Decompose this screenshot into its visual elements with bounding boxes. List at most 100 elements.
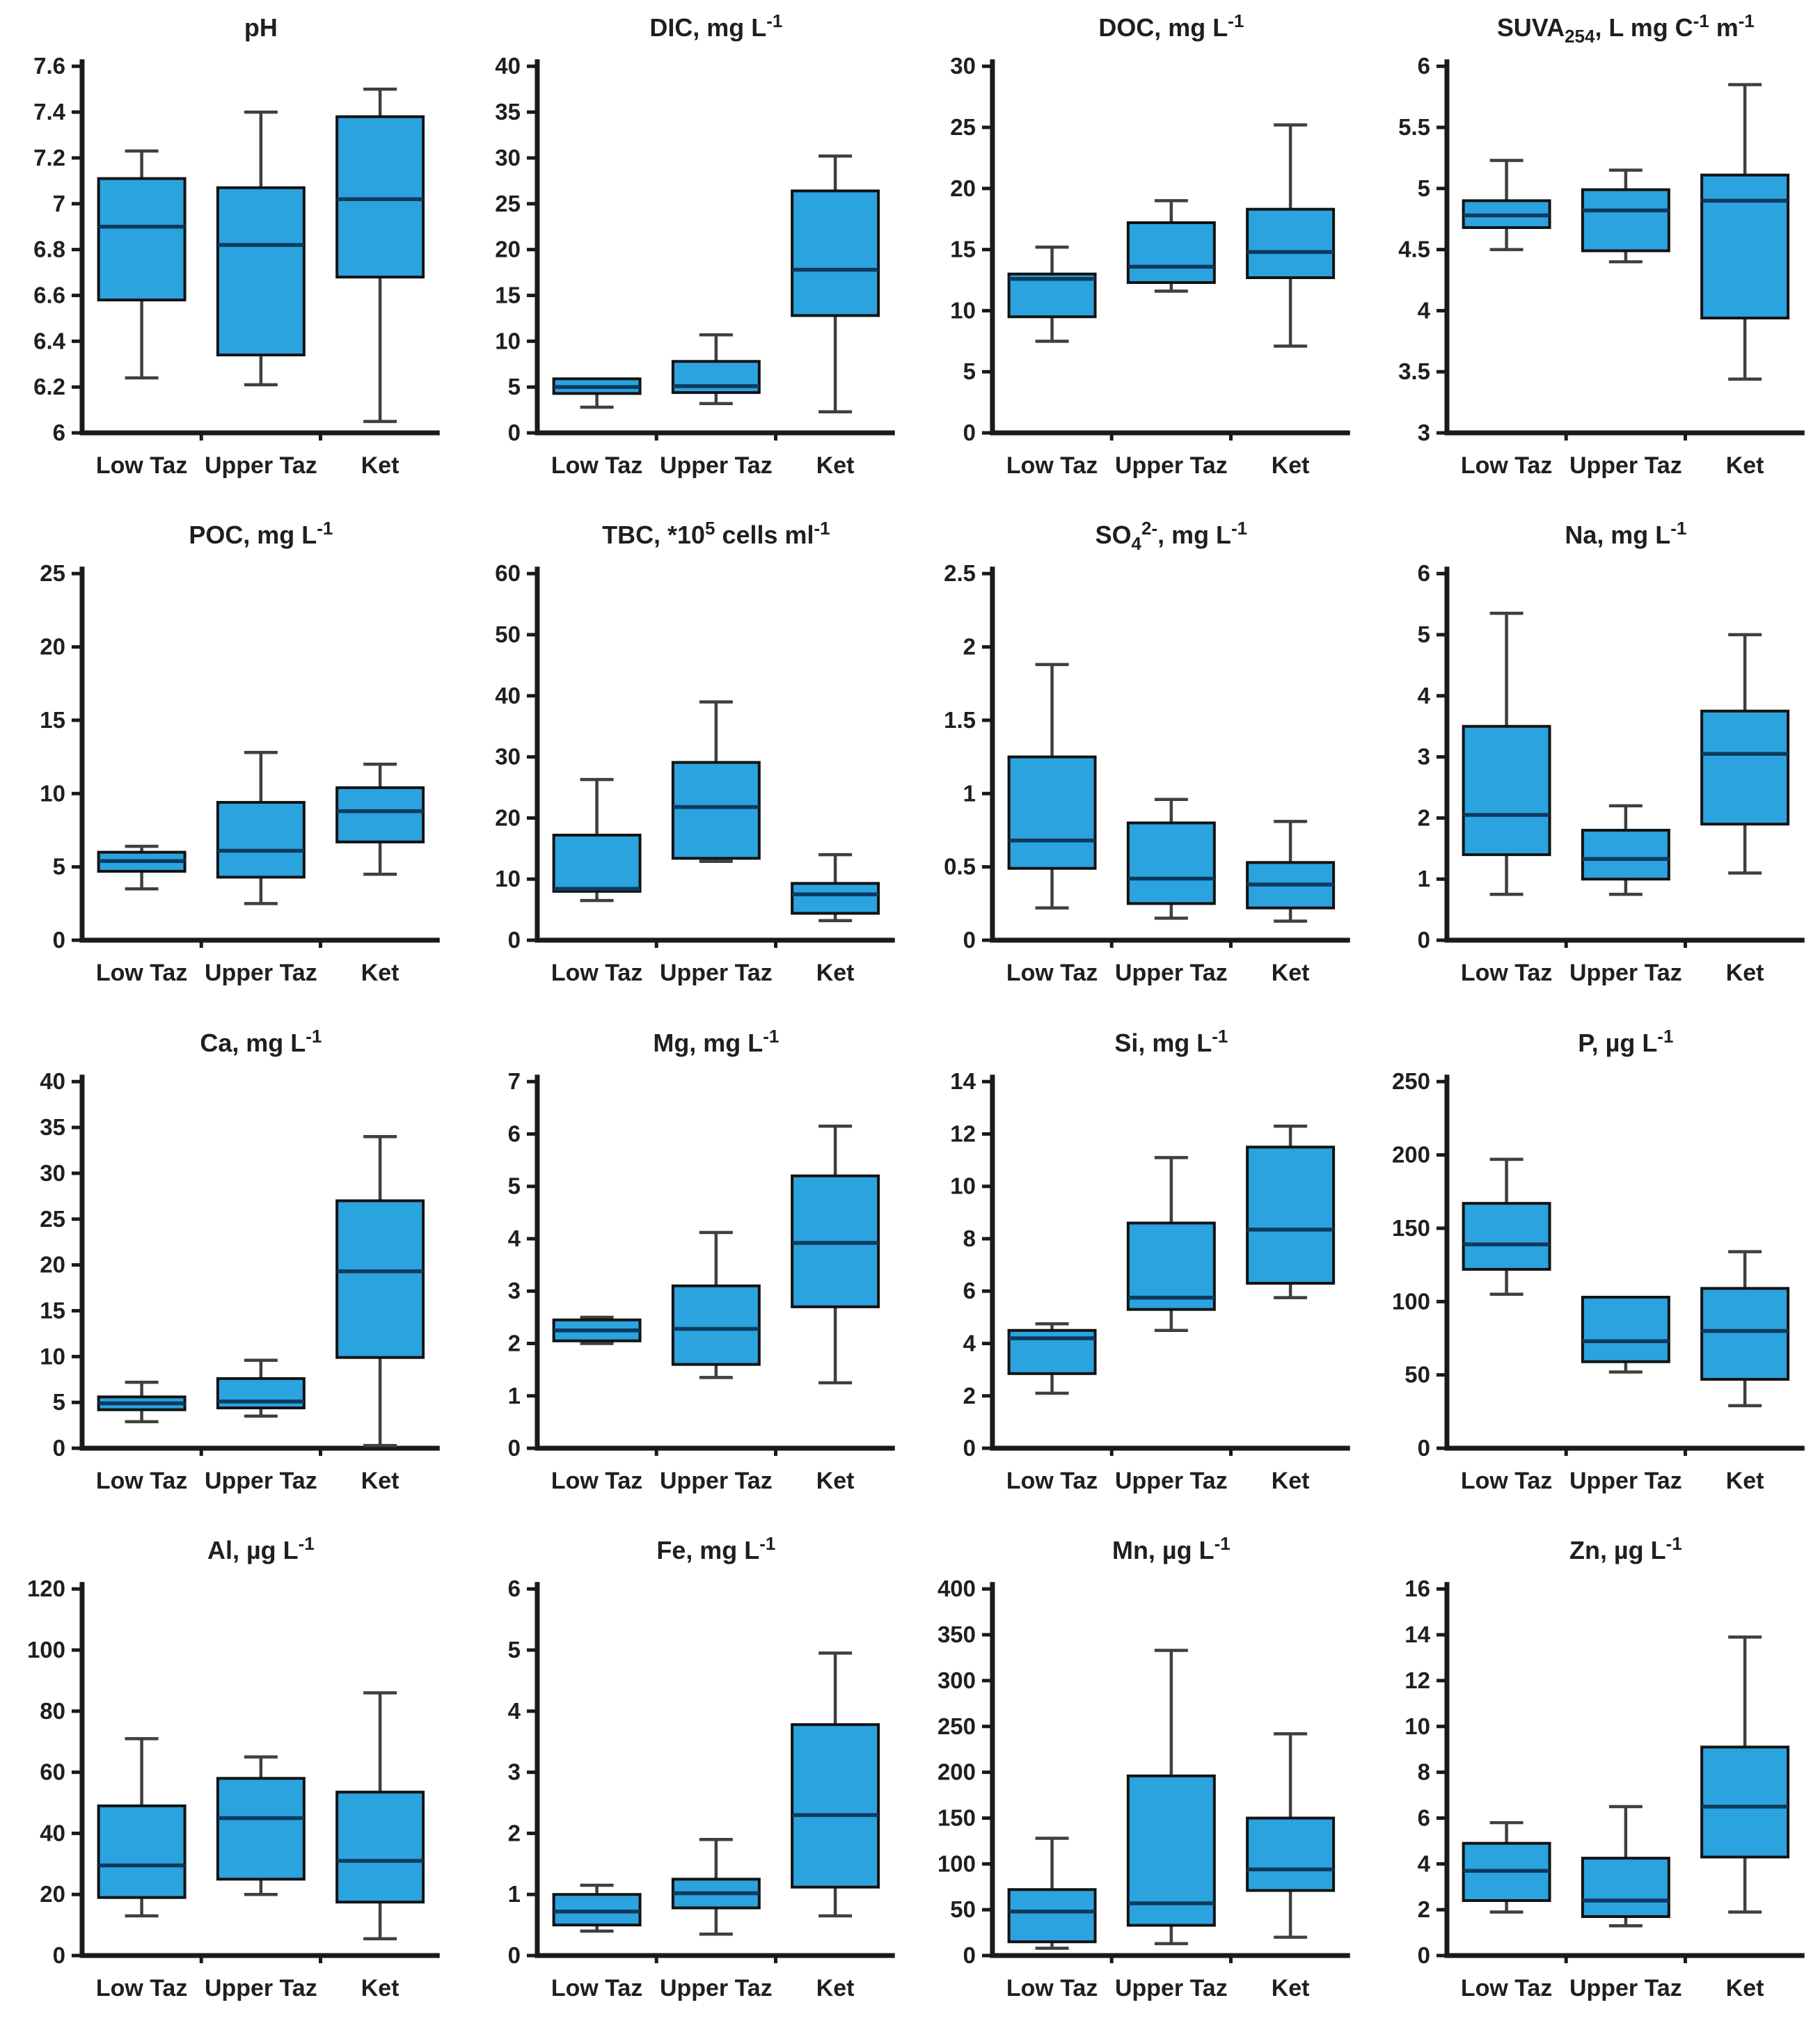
panel-na-chart: Na, mg L-1 0 1 2 3 4 5 6 Low Taz Upper Taz Ket bbox=[1418, 518, 1805, 986]
panel-ph: pH 6 6.2 6.4 6.6 6.8 7 7.2 7.4 7.6 Low Taz Upper Ta… bbox=[0, 0, 455, 507]
category-label: Ket bbox=[1726, 452, 1764, 479]
iqr-box bbox=[671, 1284, 761, 1366]
y-tick-label: 5 bbox=[1418, 621, 1430, 647]
y-tick-label: 5 bbox=[507, 374, 520, 399]
y-tick-label: 6.4 bbox=[33, 328, 65, 354]
y-tick-label: 16 bbox=[1405, 1576, 1431, 1601]
box-plot-ket bbox=[1700, 633, 1790, 875]
y-tick-label: 8 bbox=[963, 1225, 975, 1251]
y-tick-label: 50 bbox=[1405, 1361, 1431, 1387]
iqr-box bbox=[790, 1722, 880, 1889]
iqr-box bbox=[335, 1790, 425, 1903]
y-tick-label: 250 bbox=[937, 1713, 975, 1739]
iqr-box bbox=[335, 115, 425, 279]
y-tick-label: 6 bbox=[1418, 53, 1430, 79]
y-tick-label: 7.2 bbox=[33, 145, 65, 171]
box-plot-upper-taz bbox=[216, 1755, 306, 1896]
y-tick-label: 40 bbox=[40, 1820, 65, 1846]
y-tick-label: 25 bbox=[40, 560, 65, 586]
y-tick-label: 5 bbox=[507, 1637, 520, 1663]
panel-suva254: SUVA254, L mg C-1 m-1 3 3.5 4 4.5 5 5.5 6 Low Ta… bbox=[1365, 0, 1820, 507]
box-plot-ket bbox=[1245, 123, 1335, 348]
box-plot-low-taz bbox=[1007, 663, 1097, 910]
y-tick-label: 20 bbox=[495, 805, 521, 831]
y-tick-label: 25 bbox=[950, 114, 976, 140]
iqr-box bbox=[1126, 821, 1216, 905]
y-tick-label: 15 bbox=[40, 707, 65, 733]
box-plot-low-taz bbox=[97, 149, 187, 380]
y-tick-label: 6.2 bbox=[33, 374, 65, 399]
category-label: Low Taz bbox=[1006, 1975, 1097, 2001]
y-tick-label: 3 bbox=[1418, 744, 1430, 770]
panel-tbc-chart: TBC, *105 cells ml-1 0 10 20 30 40 50 60 Low Taz… bbox=[495, 518, 895, 986]
y-tick-label: 10 bbox=[40, 1343, 65, 1369]
y-tick-label: 40 bbox=[40, 1068, 65, 1094]
box-plot-ket bbox=[335, 87, 425, 423]
iqr-box bbox=[1700, 710, 1790, 826]
y-tick-label: 7.6 bbox=[33, 53, 65, 79]
y-tick-label: 0 bbox=[507, 420, 520, 445]
panel-title: Si, mg L-1 bbox=[1114, 1026, 1228, 1057]
y-tick-label: 0 bbox=[53, 1435, 65, 1461]
category-label: Upper Taz bbox=[205, 1468, 317, 1494]
y-tick-label: 100 bbox=[937, 1850, 975, 1876]
box-plot-upper-taz bbox=[216, 751, 306, 905]
iqr-box bbox=[216, 801, 306, 879]
y-tick-label: 30 bbox=[40, 1159, 65, 1185]
category-label: Ket bbox=[1726, 1975, 1764, 2001]
y-tick-label: 2 bbox=[963, 1382, 975, 1408]
panel-title: Zn, µg L-1 bbox=[1569, 1533, 1682, 1564]
box-plot-low-taz bbox=[1462, 159, 1551, 251]
y-tick-label: 0 bbox=[507, 927, 520, 953]
category-label: Upper Taz bbox=[205, 452, 317, 479]
panel-title: Mn, µg L-1 bbox=[1112, 1533, 1231, 1564]
box-plot-low-taz bbox=[1462, 1821, 1551, 1914]
category-label: Low Taz bbox=[1006, 452, 1097, 479]
category-label: Low Taz bbox=[1461, 1975, 1552, 2001]
box-plot-upper-taz bbox=[1581, 804, 1671, 896]
y-tick-label: 20 bbox=[40, 1881, 65, 1907]
panel-title: P, µg L-1 bbox=[1578, 1026, 1674, 1057]
box-plot-ket bbox=[790, 1124, 880, 1384]
iqr-box bbox=[1581, 188, 1671, 253]
y-tick-label: 30 bbox=[950, 53, 976, 79]
iqr-box bbox=[1245, 207, 1335, 280]
box-plot-upper-taz bbox=[1126, 199, 1216, 293]
panel-p: P, µg L-1 0 50 100 150 200 250 Low Taz Upper Taz… bbox=[1365, 1015, 1820, 1523]
category-label: Upper Taz bbox=[1115, 960, 1228, 986]
y-tick-label: 0.5 bbox=[944, 854, 976, 880]
panel-title: Na, mg L-1 bbox=[1565, 518, 1687, 549]
iqr-box bbox=[1007, 272, 1097, 319]
y-tick-label: 6 bbox=[1418, 1805, 1430, 1830]
panel-title: pH bbox=[244, 13, 278, 42]
category-label: Upper Taz bbox=[1569, 1468, 1682, 1494]
category-label: Low Taz bbox=[1461, 452, 1552, 479]
category-label: Upper Taz bbox=[205, 1975, 317, 2001]
panel-dic-chart: DIC, mg L-1 0 5 10 15 20 25 30 35 40 Low Taz Upper … bbox=[495, 10, 895, 479]
y-tick-label: 40 bbox=[495, 683, 521, 708]
panel-al: Al, µg L-1 0 20 40 60 80 100 120 Low Taz Upper Ta… bbox=[0, 1523, 455, 2030]
panel-tbc: TBC, *105 cells ml-1 0 10 20 30 40 50 60 Low Taz… bbox=[455, 507, 910, 1015]
category-label: Low Taz bbox=[1461, 960, 1552, 986]
panel-ca: Ca, mg L-1 0 5 10 15 20 25 30 35 40 Low Taz Upper T… bbox=[0, 1015, 455, 1523]
iqr-box bbox=[1462, 724, 1551, 857]
category-label: Ket bbox=[816, 960, 854, 986]
box-plot-low-taz bbox=[552, 1883, 642, 1933]
y-tick-label: 200 bbox=[1392, 1141, 1430, 1167]
box-plot-ket bbox=[1700, 1635, 1790, 1914]
y-tick-label: 4 bbox=[507, 1698, 521, 1724]
iqr-box bbox=[552, 834, 642, 894]
y-tick-label: 60 bbox=[495, 560, 521, 586]
box-plot-low-taz bbox=[97, 1736, 187, 1917]
box-plot-upper-taz bbox=[1126, 1648, 1216, 1945]
y-tick-label: 20 bbox=[40, 634, 65, 660]
box-plot-upper-taz bbox=[671, 1230, 761, 1379]
category-label: Upper Taz bbox=[1569, 1975, 1682, 2001]
y-tick-label: 2.5 bbox=[944, 560, 976, 586]
iqr-box bbox=[1007, 1887, 1097, 1944]
y-tick-label: 0 bbox=[963, 1435, 975, 1461]
y-tick-label: 20 bbox=[40, 1251, 65, 1277]
y-tick-label: 6 bbox=[53, 420, 65, 445]
panel-p-chart: P, µg L-1 0 50 100 150 200 250 Low Taz Upper Taz… bbox=[1392, 1026, 1805, 1494]
box-plot-ket bbox=[1700, 1249, 1790, 1407]
